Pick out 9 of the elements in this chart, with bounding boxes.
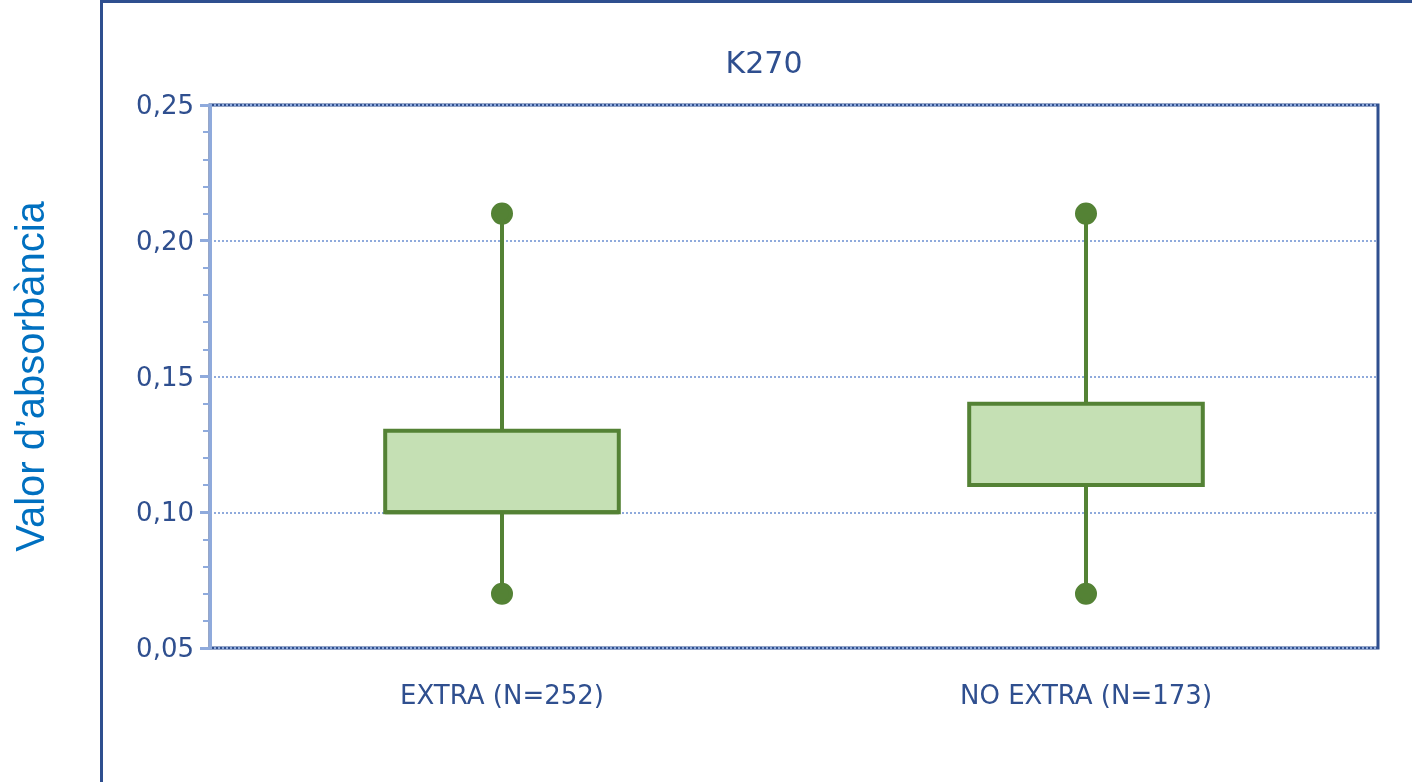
y-tick-label: 0,05 <box>136 633 194 663</box>
chart-title: K270 <box>725 44 803 80</box>
y-tick-label: 0,25 <box>136 90 194 120</box>
x-tick-label: EXTRA (N=252) <box>400 680 604 710</box>
y-tick-label: 0,10 <box>136 497 194 528</box>
y-tick-label: 0,15 <box>136 361 194 392</box>
x-tick-label: NO EXTRA (N=173) <box>959 680 1213 710</box>
y-axis-title: Valor d’absorbància <box>8 200 52 552</box>
y-tick-label: 0,20 <box>136 225 194 256</box>
